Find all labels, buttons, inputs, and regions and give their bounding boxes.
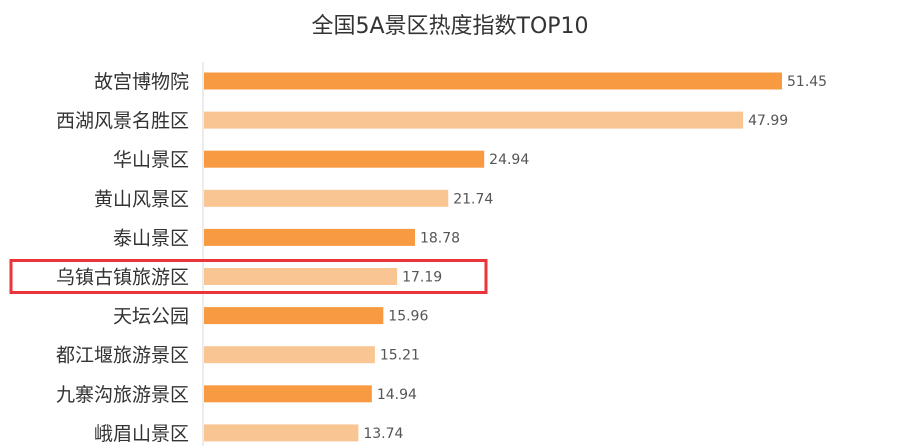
data-label: 13.74 xyxy=(363,426,403,442)
data-label: 15.21 xyxy=(380,348,420,364)
bar xyxy=(204,72,782,90)
bar xyxy=(204,307,384,325)
bar xyxy=(204,111,744,129)
category-label: 故宫博物院 xyxy=(94,71,189,93)
category-label: 峨眉山景区 xyxy=(94,423,189,445)
chart-title: 全国5A景区热度指数TOP10 xyxy=(311,14,588,39)
bar xyxy=(204,228,415,246)
category-label: 泰山景区 xyxy=(113,227,189,249)
category-label: 黄山风景区 xyxy=(94,188,189,210)
category-label: 天坛公园 xyxy=(113,306,189,328)
bar xyxy=(204,424,359,442)
data-label: 17.19 xyxy=(402,270,442,286)
data-label: 14.94 xyxy=(377,387,417,403)
category-label: 华山景区 xyxy=(113,149,189,171)
category-label: 西湖风景名胜区 xyxy=(56,110,189,132)
category-label: 乌镇古镇旅游区 xyxy=(56,267,189,289)
data-label: 24.94 xyxy=(489,152,529,168)
bar xyxy=(204,189,449,207)
highlight-box xyxy=(9,259,488,294)
data-label: 47.99 xyxy=(748,113,788,129)
category-label: 都江堰旅游景区 xyxy=(56,345,189,367)
category-label: 九寨沟旅游景区 xyxy=(56,384,189,406)
data-label: 21.74 xyxy=(453,191,493,207)
bar xyxy=(204,268,398,285)
bar xyxy=(204,385,372,403)
data-label: 18.78 xyxy=(420,230,460,246)
data-label: 15.96 xyxy=(388,309,428,325)
bar xyxy=(204,150,485,168)
bar xyxy=(204,346,375,364)
data-label: 51.45 xyxy=(787,74,827,90)
